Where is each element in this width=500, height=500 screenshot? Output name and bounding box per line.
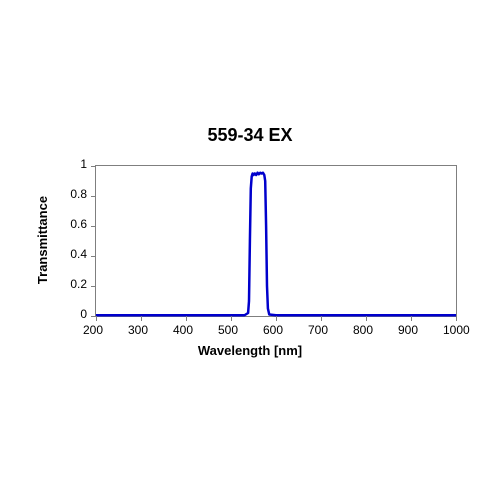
y-tick-label: 0.6 [70,217,87,231]
x-tick-label: 800 [353,323,373,337]
x-tick-label: 200 [83,323,103,337]
x-tick-label: 1000 [443,323,470,337]
y-tick-label: 1 [80,157,87,171]
x-tick-label: 900 [398,323,418,337]
x-axis-label: Wavelength [nm] [15,343,485,358]
x-tick-label: 700 [308,323,328,337]
x-tick-label: 400 [173,323,193,337]
y-tick-label: 0.4 [70,247,87,261]
y-tick-label: 0 [80,307,87,321]
y-axis-label: Transmittance [35,190,50,290]
plot-area [95,165,457,317]
y-tick-label: 0.2 [70,277,87,291]
transmittance-line [96,166,456,316]
x-tick-label: 500 [218,323,238,337]
y-tick-label: 0.8 [70,187,87,201]
x-tick-label: 600 [263,323,283,337]
chart-title: 559-34 EX [15,125,485,146]
spectral-chart: 559-34 EX Transmittance Wavelength [nm] … [15,115,485,385]
x-tick-label: 300 [128,323,148,337]
